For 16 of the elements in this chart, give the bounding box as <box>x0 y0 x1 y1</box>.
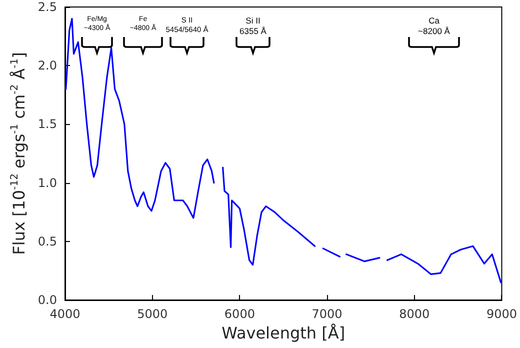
x-tick-label: 7000 <box>312 307 342 321</box>
x-tick-label: 5000 <box>137 307 168 321</box>
x-tick-label: 4000 <box>50 307 80 321</box>
y-tick-label: 0.0 <box>38 293 57 307</box>
y-tick-label: 1.0 <box>38 176 57 190</box>
x-tick-label: 6000 <box>224 307 255 321</box>
annotation: Si II 6355 Å <box>240 15 267 36</box>
x-tick-label: 8000 <box>399 307 430 321</box>
text: Flux [10-12 ergs-1 cm-2 Å-1] <box>10 52 29 255</box>
x-axis-title: Wavelength [Å] <box>222 323 346 342</box>
y-tick-label: 1.5 <box>38 117 57 132</box>
x-tick-label: 9000 <box>486 307 518 321</box>
y-tick-label: 2.0 <box>38 58 57 73</box>
y-tick-label: 2.5 <box>38 0 57 14</box>
y-tick-label: 0.5 <box>38 234 57 248</box>
annotation: Ca ~8200 Å <box>418 15 450 36</box>
